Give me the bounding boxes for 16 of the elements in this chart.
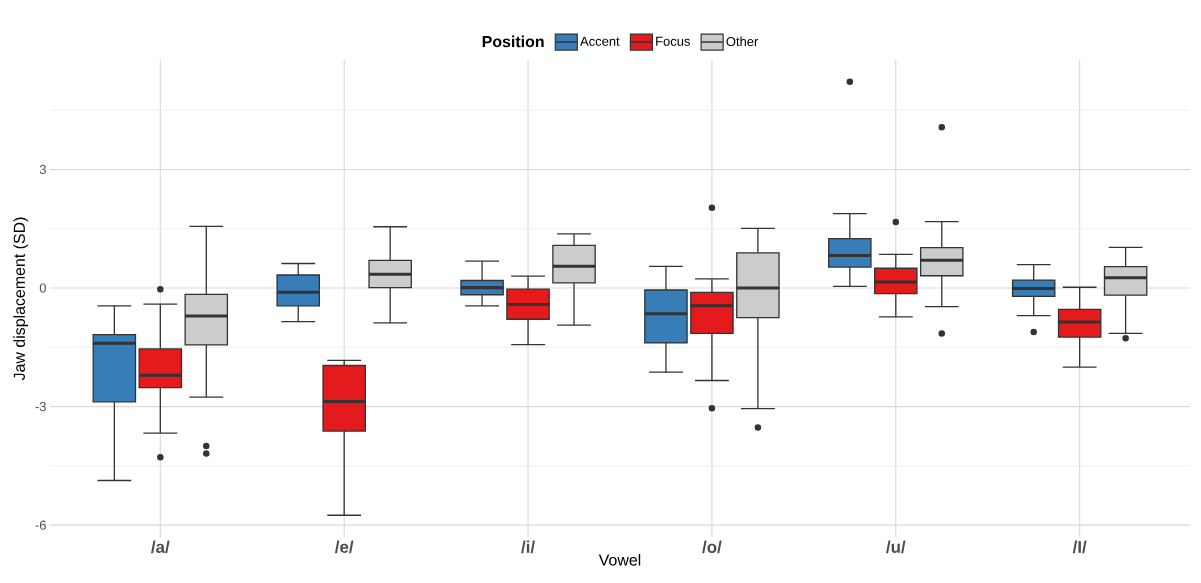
x-tick-label: /u/ xyxy=(886,540,906,554)
x-tick-label: /i/ xyxy=(521,540,535,554)
y-tick-label: 0 xyxy=(39,283,46,293)
y-tick-label: -6 xyxy=(35,520,46,530)
x-tick-label: /o/ xyxy=(702,540,722,554)
x-tick-label: /e/ xyxy=(334,540,354,554)
legend-label: Other xyxy=(726,36,759,47)
x-axis-title: Vowel xyxy=(598,553,641,566)
y-axis-title: Jaw displacement (SD) xyxy=(13,217,29,381)
legend-title: Position xyxy=(482,35,544,48)
legend-label: Focus xyxy=(656,36,690,46)
x-tick-label: /a/ xyxy=(151,540,170,554)
legend-label: Accent xyxy=(580,36,620,46)
x-tick-label: /I/ xyxy=(1072,540,1087,554)
y-tick-label: -3 xyxy=(35,401,46,412)
y-tick-label: 3 xyxy=(39,164,46,175)
